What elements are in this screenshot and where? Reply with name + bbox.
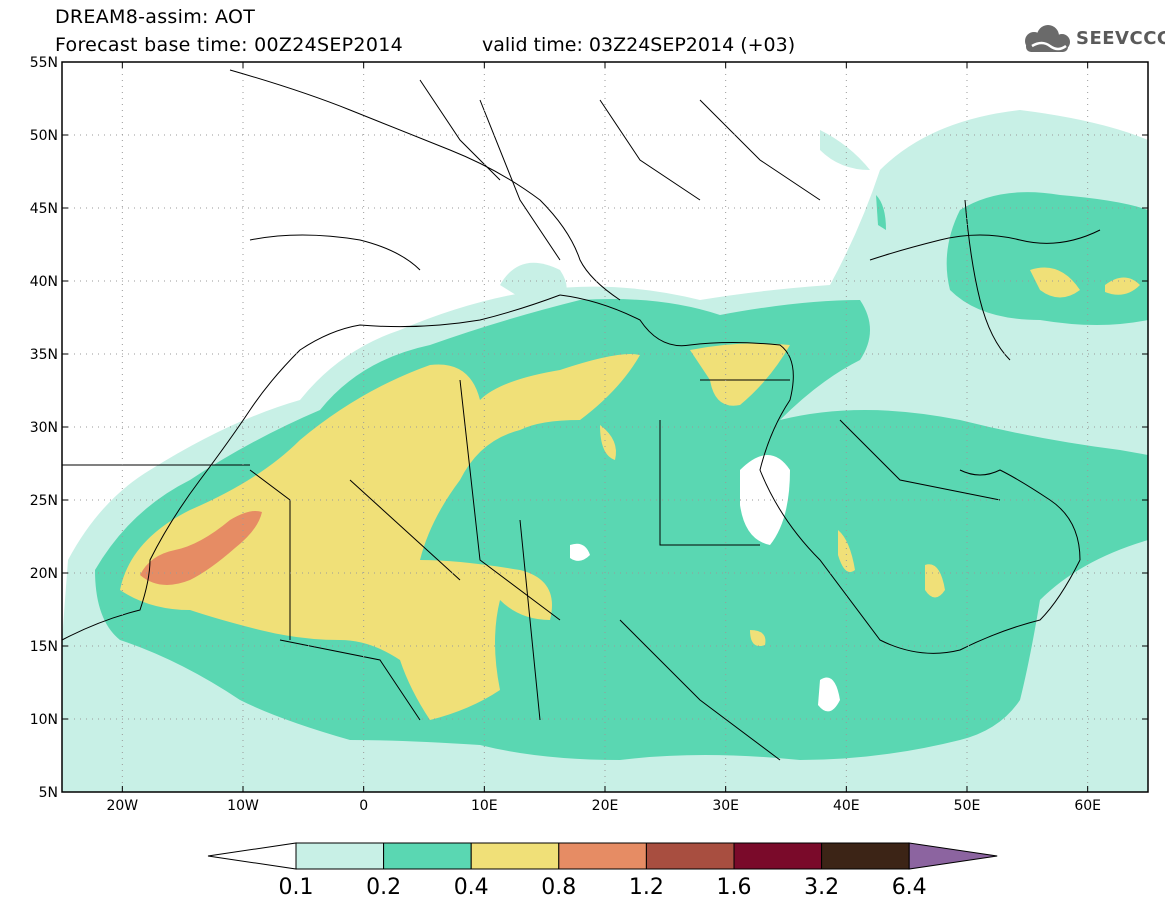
lon-tick-label: 50E	[954, 798, 981, 814]
seevccc-logo	[1025, 25, 1070, 52]
lat-tick-label: 10N	[30, 712, 58, 728]
lon-tick-label: 30E	[712, 798, 739, 814]
coastlines	[62, 69, 1101, 761]
lat-tick-label: 20N	[30, 566, 58, 582]
colorbar-label: 1.2	[629, 875, 664, 900]
lat-tick-label: 35N	[30, 347, 58, 363]
lon-tick-label: 20E	[592, 798, 619, 814]
colorbar-swatch	[733, 842, 823, 870]
lat-tick-label: 15N	[30, 639, 58, 655]
lat-tick-label: 45N	[30, 201, 58, 217]
lat-tick-label: 25N	[30, 493, 58, 509]
colorbar-label: 0.1	[279, 875, 314, 900]
forecast-base-time: Forecast base time: 00Z24SEP2014	[55, 34, 403, 56]
colorbar-label: 1.6	[717, 875, 752, 900]
colorbar-label: 0.4	[454, 875, 489, 900]
aot-level-0-4	[120, 267, 1140, 720]
lon-tick-label: 60E	[1074, 798, 1101, 814]
lat-tick-label: 50N	[30, 128, 58, 144]
colorbar-swatch	[645, 842, 735, 870]
colorbar-swatch	[558, 842, 647, 870]
lon-tick-label: 0	[359, 798, 368, 814]
aot-level-0-2	[95, 192, 1148, 760]
lat-tick-label: 5N	[39, 785, 58, 801]
lon-tick-label: 20W	[106, 798, 138, 814]
map-title: DREAM8-assim: AOT	[55, 6, 256, 28]
longitude-labels: 20W 10W 0 10E 20E 30E 40E 50E 60E	[106, 62, 1101, 814]
lon-tick-label: 10W	[227, 798, 259, 814]
lat-tick-label: 40N	[30, 274, 58, 290]
colorbar-label: 6.4	[892, 875, 927, 900]
latitude-labels: 55N 50N 45N 40N 35N 30N 25N 20N 15N 10N 5N	[30, 55, 1148, 801]
colorbar-arrow-low	[207, 842, 297, 870]
logo-text: SEEVCCC	[1076, 28, 1165, 49]
lon-tick-label: 10E	[471, 798, 498, 814]
colorbar-arrow-high	[908, 842, 998, 870]
valid-time: valid time: 03Z24SEP2014 (+03)	[482, 34, 796, 56]
colorbar-label: 3.2	[804, 875, 839, 900]
colorbar-label: 0.2	[366, 875, 401, 900]
colorbar-swatch	[470, 842, 560, 870]
colorbar-swatch	[295, 842, 385, 870]
lat-tick-label: 30N	[30, 420, 58, 436]
aot-level-0-8	[140, 511, 262, 585]
lon-tick-label: 40E	[833, 798, 860, 814]
lat-tick-label: 55N	[30, 55, 58, 71]
colorbar-label: 0.8	[541, 875, 576, 900]
colorbar-swatch	[821, 842, 910, 870]
colorbar: 0.1 0.2 0.4 0.8 1.2 1.6 3.2 6.4	[207, 842, 998, 900]
aot-field	[62, 110, 1148, 792]
colorbar-swatch	[383, 842, 472, 870]
